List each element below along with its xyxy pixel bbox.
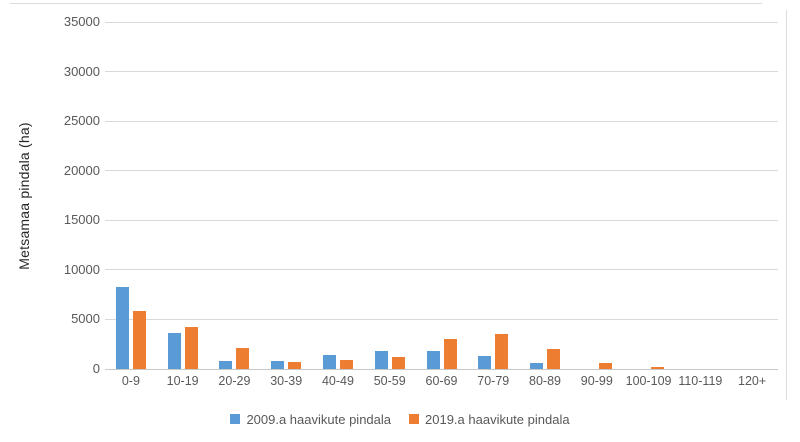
- x-tick-label: 110-119: [678, 374, 723, 388]
- legend-entry-2009: 2009.a haavikute pindala: [230, 412, 391, 427]
- y-tick-label: 5000: [71, 311, 100, 327]
- bar-2019-10-19: [184, 327, 198, 369]
- legend-swatch-2009: [230, 414, 241, 424]
- bar-2009-50-59: [374, 351, 388, 369]
- gridline: [105, 21, 778, 23]
- y-tick-label: 0: [92, 361, 100, 376]
- x-tick-label: 60-69: [425, 374, 458, 388]
- gridline: [105, 269, 778, 271]
- bar-2009-20-29: [219, 361, 233, 369]
- plot-area: [105, 21, 778, 370]
- bar-2019-0-9: [132, 310, 146, 369]
- x-tick-label: 10-19: [166, 374, 199, 388]
- x-tick-label: 100-109: [625, 374, 672, 388]
- y-tick-label: 25000: [63, 113, 100, 129]
- gridline: [105, 170, 778, 172]
- legend-label-2019: 2019.a haavikute pindala: [425, 411, 570, 427]
- x-tick-label: 70-79: [477, 374, 510, 388]
- x-tick-label: 50-59: [373, 374, 406, 388]
- x-tick-label: 0-9: [121, 374, 140, 388]
- bar-2019-30-39: [288, 361, 302, 369]
- x-tick-label: 120+: [738, 374, 767, 388]
- bar-2009-40-49: [322, 355, 336, 369]
- gridline: [105, 318, 778, 320]
- bar-2019-80-89: [547, 349, 561, 369]
- bar-2009-80-89: [530, 363, 544, 369]
- x-axis-line: [105, 368, 778, 370]
- x-tick-label: 20-29: [218, 374, 251, 388]
- legend: 2009.a haavikute pindala 2019.a haavikute…: [0, 407, 800, 431]
- bar-2019-90-99: [598, 362, 612, 369]
- bar-2019-50-59: [391, 356, 405, 369]
- bar-2019-20-29: [236, 348, 250, 369]
- y-tick-label: 10000: [63, 261, 100, 277]
- bar-2019-70-79: [495, 334, 509, 369]
- bar-2009-30-39: [271, 361, 285, 369]
- legend-entry-2019: 2019.a haavikute pindala: [409, 412, 570, 427]
- chart-frame-right-line: [786, 10, 787, 400]
- gridline: [105, 219, 778, 221]
- bar-2009-10-19: [167, 333, 181, 369]
- bar-2009-70-79: [478, 356, 492, 369]
- x-tick-label: 90-99: [580, 374, 613, 388]
- y-tick-label: 20000: [63, 162, 100, 178]
- bar-2009-0-9: [115, 286, 129, 369]
- y-tick-label: 30000: [63, 63, 100, 79]
- y-tick-label: 15000: [63, 212, 100, 228]
- bar-2019-40-49: [339, 360, 353, 369]
- x-tick-label: 80-89: [529, 374, 562, 388]
- gridline: [105, 120, 778, 122]
- legend-label-2009: 2009.a haavikute pindala: [246, 411, 391, 427]
- bar-2019-100-109: [650, 367, 664, 369]
- y-tick-label: 35000: [63, 14, 100, 29]
- y-axis-title: Metsamaa pindala (ha): [16, 122, 32, 270]
- x-tick-label: 40-49: [321, 374, 354, 388]
- gridline: [105, 71, 778, 73]
- bar-2009-60-69: [426, 351, 440, 369]
- x-tick-label: 30-39: [270, 374, 303, 388]
- chart-frame-top-line: [10, 3, 762, 4]
- legend-swatch-2019: [409, 414, 419, 424]
- bar-2019-60-69: [443, 339, 457, 369]
